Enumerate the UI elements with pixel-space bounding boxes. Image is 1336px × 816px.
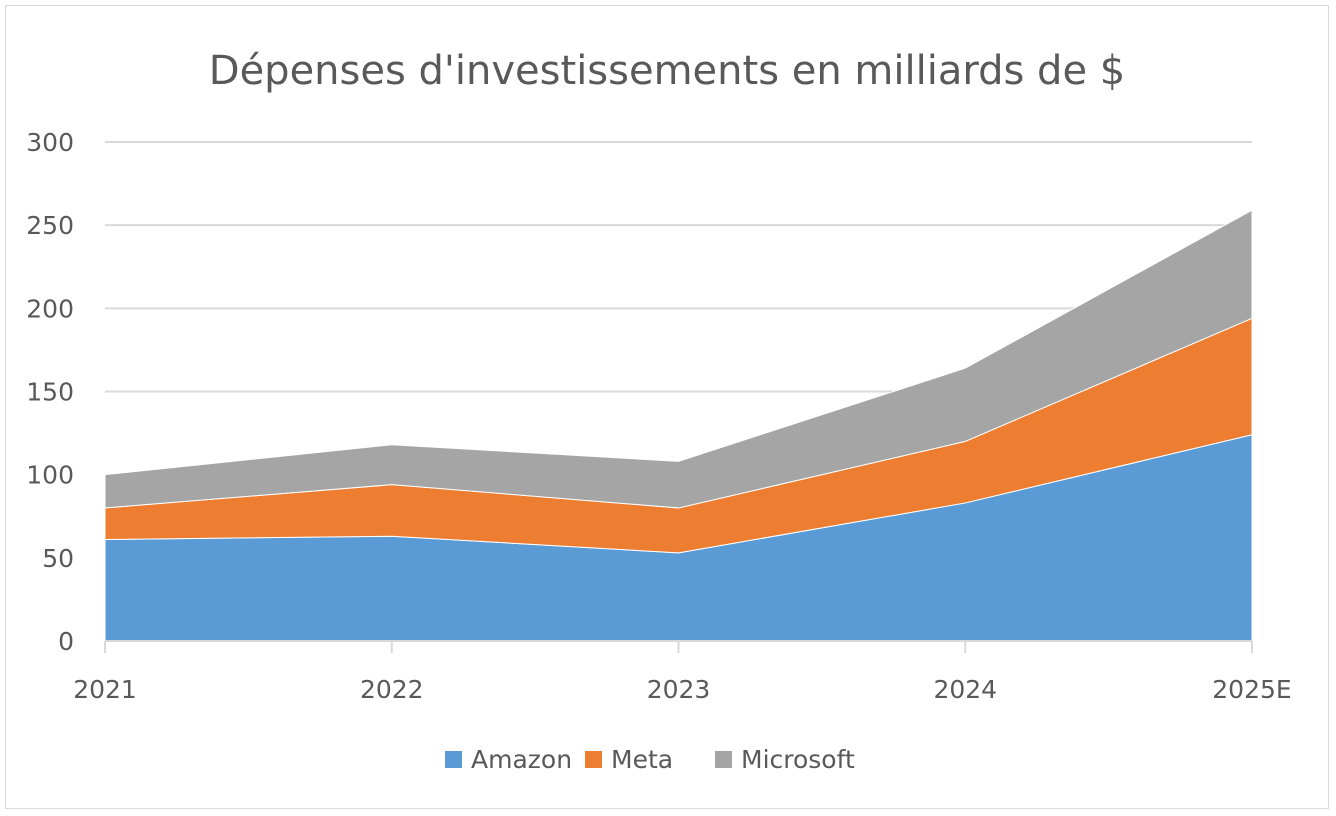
x-tick-label: 2021 [73, 675, 137, 704]
y-tick-label: 300 [26, 128, 74, 157]
legend-label-microsoft: Microsoft [741, 745, 855, 774]
chart-frame [5, 5, 1329, 809]
chart-title: Dépenses d'investissements en milliards … [209, 48, 1125, 94]
legend-label-meta: Meta [611, 745, 673, 774]
y-tick-label: 100 [26, 461, 74, 490]
y-tick-label: 150 [26, 378, 74, 407]
legend-label-amazon: Amazon [471, 745, 572, 774]
legend-swatch-amazon [445, 751, 462, 768]
y-tick-label: 250 [26, 211, 74, 240]
y-tick-label: 200 [26, 294, 74, 323]
x-tick-label: 2024 [933, 675, 997, 704]
x-tick-label: 2022 [360, 675, 424, 704]
y-tick-label: 0 [58, 627, 74, 656]
legend-swatch-microsoft [715, 751, 732, 768]
x-tick-label: 2023 [647, 675, 711, 704]
y-tick-label: 50 [42, 544, 74, 573]
area-microsoft [104, 209, 1253, 509]
x-tick-label: 2025E [1212, 675, 1291, 704]
legend-swatch-meta [585, 751, 602, 768]
